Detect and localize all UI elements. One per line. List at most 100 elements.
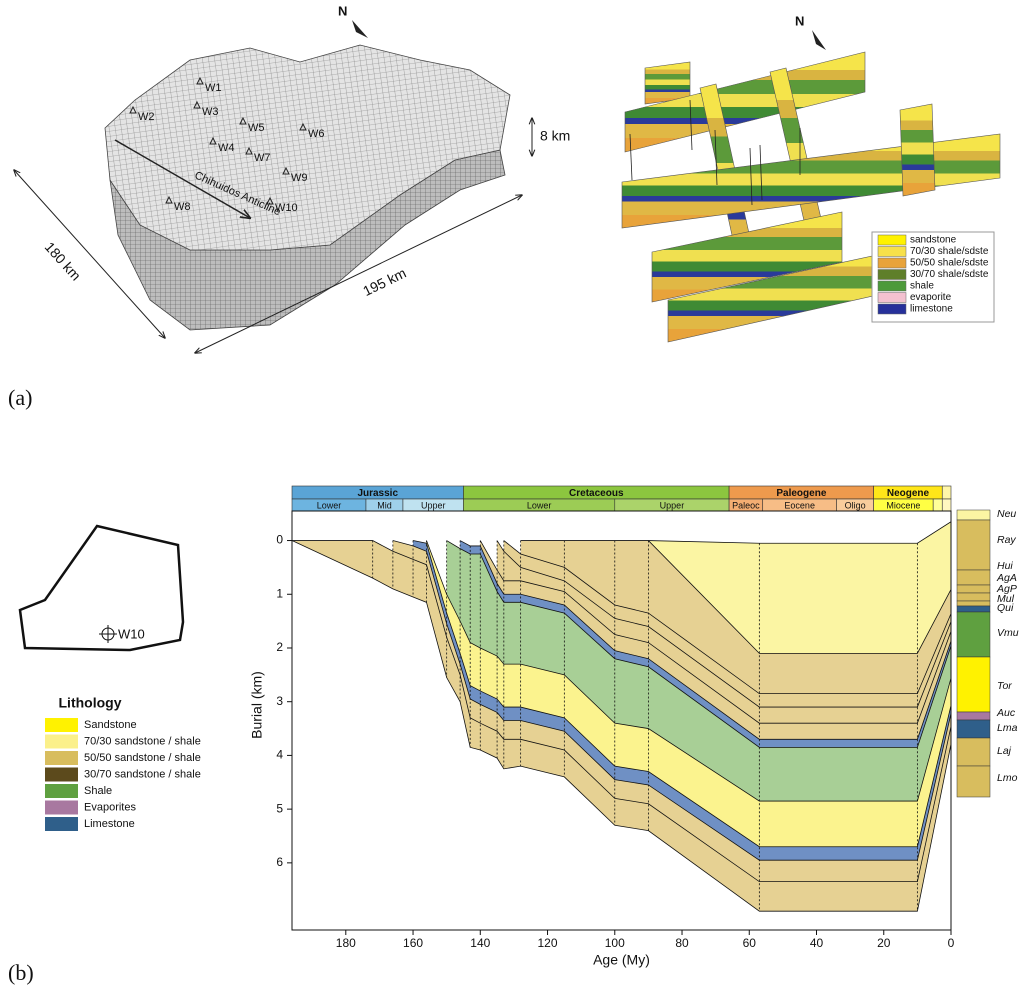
x-tick-label: 80 [675,936,689,950]
legend-label: 50/50 shale/sdste [910,258,989,269]
time-scale-label: Mid [377,500,392,510]
legend-swatch [45,817,78,831]
formation-label: Lmo [997,772,1018,784]
legend-label: 70/30 sandstone / shale [84,735,201,747]
legend-swatch [45,718,78,732]
x-tick-label: 0 [948,936,955,950]
legend-label: 70/30 shale/sdste [910,246,989,257]
formation-block [957,712,990,720]
figure: W1W2W3W4W5W6W7W8W9W10 Chihuidos Anticlin… [0,0,1027,1006]
formation-label: Ray [997,534,1016,546]
y-tick-label: 1 [276,586,283,600]
north-label: N [338,3,347,18]
y-tick-label: 2 [276,640,283,654]
north-arrow [352,20,368,38]
dimension-label: 8 km [540,128,570,144]
formation-block [957,593,990,601]
north-label: N [795,13,804,28]
formation-block [957,601,990,606]
formation-label: Lma [997,722,1018,734]
well-label: W9 [291,172,308,184]
field-outline [20,526,183,650]
formation-block [957,657,990,712]
well-label: W8 [174,201,191,213]
x-tick-label: 60 [743,936,757,950]
x-tick-label: 140 [470,936,490,950]
x-tick-label: 20 [877,936,891,950]
legend-swatch [878,304,906,314]
formation-block [957,520,990,570]
legend-swatch [878,235,906,245]
legend-swatch [45,801,78,815]
legend-swatch [45,735,78,749]
legend-label: 50/50 sandstone / shale [84,752,201,764]
formation-label: Laj [997,745,1012,757]
legend-label: Sandstone [84,719,137,731]
legend-label: sandstone [910,235,957,246]
legend-label: 30/70 sandstone / shale [84,768,201,780]
dimension-label: 180 km [42,239,85,284]
north-arrow [812,30,826,50]
formation-label: Auc [996,707,1016,719]
legend-label: shale [910,281,934,292]
legend-label: Shale [84,785,112,797]
formation-label: Hui [997,560,1013,572]
formation-block [957,612,990,657]
time-scale-label: Eocene [784,500,815,510]
well-label: W1 [205,82,222,94]
time-scale-box [942,499,951,511]
x-tick-label: 100 [605,936,625,950]
formation-block [957,720,990,738]
well-label: W3 [202,106,219,118]
legend-swatch [45,751,78,765]
formation-label: Tor [997,680,1012,692]
legend-swatch [45,784,78,798]
y-tick-label: 3 [276,694,283,708]
formation-label: Qui [997,602,1014,614]
time-scale-box [933,499,942,511]
legend-label: limestone [910,304,953,315]
formation-block [957,606,990,612]
horizon-line [648,522,951,543]
legend-swatch [878,281,906,291]
time-scale-label: Upper [660,500,685,510]
x-axis-label: Age (My) [593,952,650,968]
y-tick-label: 5 [276,801,283,815]
time-scale-label: Paleoc [732,500,760,510]
time-scale-label: Neogene [887,488,930,499]
time-scale-box [942,486,951,499]
panel-label: (a) [8,385,32,410]
y-tick-label: 4 [276,748,283,762]
time-scale-label: Paleogene [776,488,826,499]
legend-label: Evaporites [84,801,136,813]
well-label: W2 [138,111,155,123]
formation-block [957,738,990,766]
well-label: W6 [308,128,325,140]
legend-label: 30/70 shale/sdste [910,269,989,280]
formation-block [957,570,990,585]
x-tick-label: 180 [336,936,356,950]
formation-block [957,585,990,593]
time-scale-label: Cretaceous [569,488,624,499]
time-scale-label: Lower [527,500,552,510]
time-scale-label: Oligo [845,500,866,510]
mesh-block [105,45,510,330]
time-scale-label: Lower [317,500,342,510]
y-axis-label: Burial (km) [249,671,265,739]
legend-swatch [45,768,78,782]
y-tick-label: 6 [276,855,283,869]
legend-label: evaporite [910,292,952,303]
formation-block [957,510,990,520]
formation-label: Vmu [997,627,1019,639]
legend-label: Limestone [84,818,135,830]
time-scale-label: Upper [421,500,446,510]
panel-label: (b) [8,960,34,985]
time-scale-label: Miocene [886,500,920,510]
well-label: W10 [118,626,145,641]
legend-swatch [878,293,906,303]
formation-label: Neu [997,508,1016,520]
legend-title: Lithology [59,695,122,711]
legend-swatch [878,247,906,257]
well-label: W4 [218,142,235,154]
x-tick-label: 40 [810,936,824,950]
